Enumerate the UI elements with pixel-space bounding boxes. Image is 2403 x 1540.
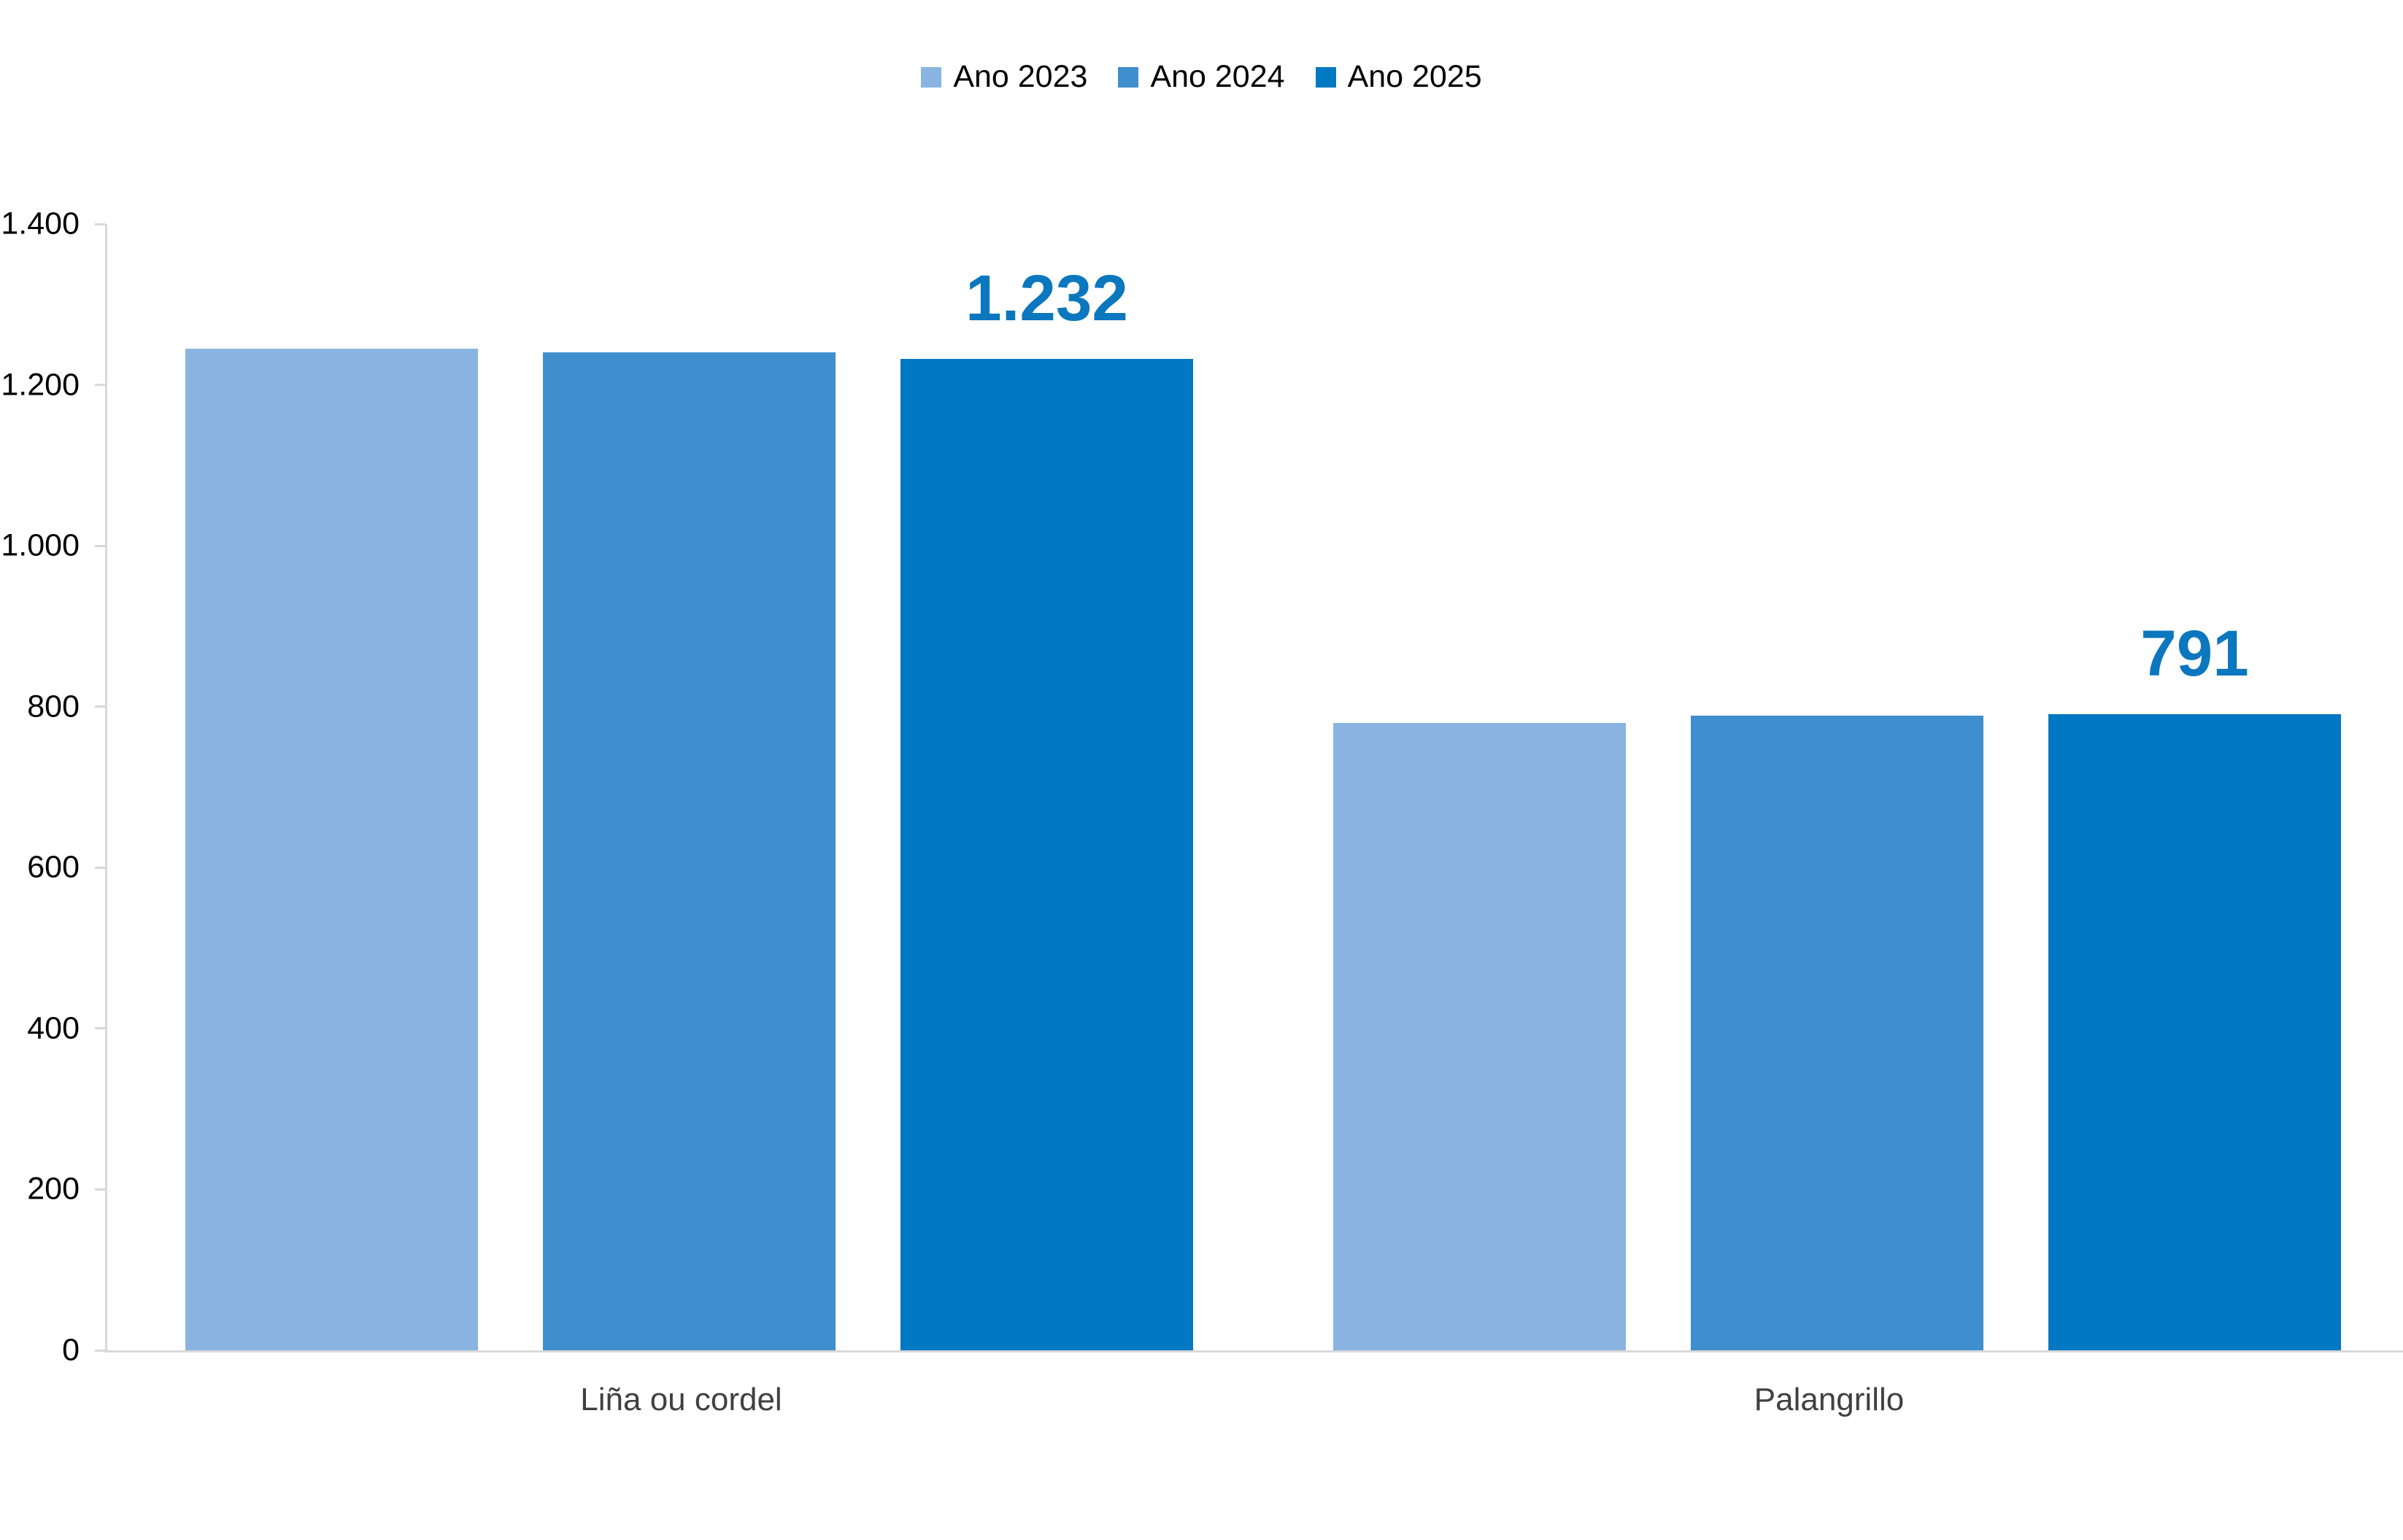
legend-label: Ano 2023 [953, 59, 1088, 94]
y-axis-tick-mark [95, 1349, 105, 1352]
bar-ano-2025-cat0 [900, 359, 1193, 1350]
bar-ano-2023-cat0 [185, 348, 478, 1350]
x-axis-category-label: Palangrillo [1754, 1382, 1905, 1417]
x-axis-category-label: Liña ou cordel [580, 1382, 782, 1417]
legend-swatch-icon [1315, 66, 1336, 88]
y-axis-tick-mark [95, 1188, 105, 1191]
bar-value-label: 1.232 [965, 261, 1128, 335]
y-axis-tick-label: 400 [27, 1010, 80, 1046]
bar-ano-2024-cat0 [543, 352, 836, 1350]
y-axis-tick-label: 1.200 [1, 367, 80, 403]
y-axis-tick-label: 800 [27, 689, 80, 724]
legend-swatch-icon [1118, 66, 1139, 88]
bar-ano-2023-cat1 [1333, 722, 1626, 1350]
legend-label: Ano 2024 [1150, 59, 1285, 94]
y-axis-tick-mark [95, 544, 105, 547]
bar-ano-2024-cat1 [1691, 715, 1983, 1350]
y-axis-tick-label: 600 [27, 849, 80, 885]
y-axis-tick-label: 1.000 [1, 527, 80, 563]
bar-ano-2025-cat1 [2048, 713, 2341, 1350]
y-axis-tick-mark [95, 705, 105, 708]
y-axis-tick-mark [95, 866, 105, 869]
y-axis-tick-mark [95, 1027, 105, 1030]
y-axis-line [105, 224, 107, 1353]
y-axis-tick-label: 1.400 [1, 206, 80, 241]
legend-swatch-icon [921, 66, 942, 88]
y-axis-tick-mark [95, 223, 105, 225]
legend-item-ano-2023: Ano 2023 [921, 61, 1087, 93]
x-axis-line [105, 1350, 2403, 1353]
legend-item-ano-2024: Ano 2024 [1118, 59, 1285, 94]
y-axis-tick-label: 200 [27, 1171, 80, 1207]
plot-area: 0 200 400 600 800 1.000 1.200 1.400 1.232 791 Liña… [1, 208, 2403, 1416]
legend-item-ano-2025: Ano 2025 [1315, 59, 1482, 94]
y-axis-tick-label: 0 [62, 1332, 80, 1368]
y-axis-tick-mark [95, 384, 105, 387]
legend-label: Ano 2025 [1347, 59, 1482, 94]
chart-legend: Ano 2023 Ano 2024 Ano 2025 [0, 61, 2403, 93]
bar-value-label: 791 [2140, 616, 2249, 689]
